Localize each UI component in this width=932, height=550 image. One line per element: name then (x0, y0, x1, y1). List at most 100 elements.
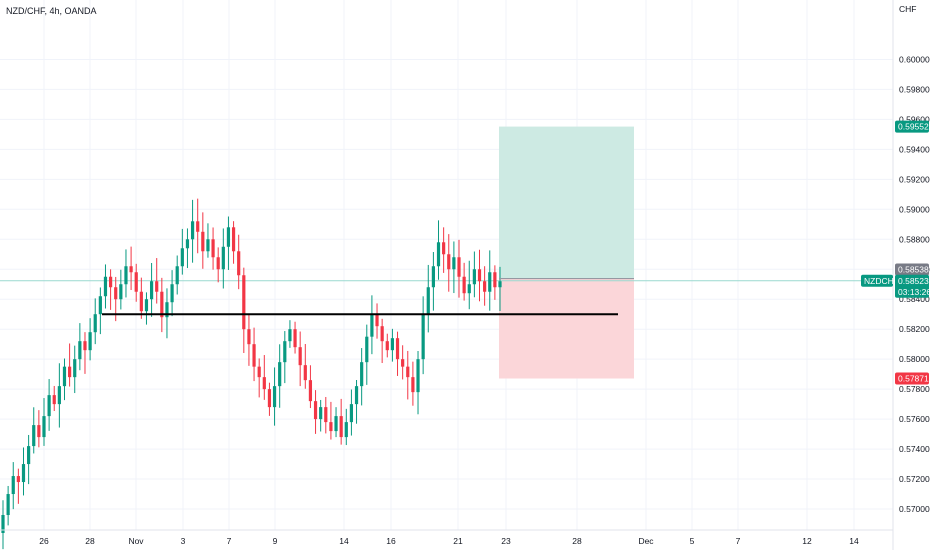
candle-body (93, 314, 97, 333)
candle-body (16, 476, 20, 483)
candle-body (155, 281, 159, 292)
candle-body (452, 257, 456, 270)
x-tick-label: 3 (181, 536, 186, 546)
candle-body (247, 329, 251, 345)
candle-body (103, 276, 108, 297)
candle-body (257, 366, 261, 378)
candle-body (483, 281, 487, 292)
candle-body (339, 416, 343, 438)
candle-body (390, 338, 395, 351)
candle-body (57, 386, 61, 405)
candle-body (472, 269, 476, 285)
candle-body (196, 221, 200, 232)
time-axis[interactable]: 26 28 Nov 3 7 9 14 16 21 23 28 Dec 5 7 12 14 (0, 529, 893, 546)
x-tick-label: 5 (690, 536, 695, 546)
currency-label: CHF (899, 4, 916, 14)
candle-body (175, 266, 179, 285)
candle-body (493, 272, 497, 288)
candle-body (375, 314, 379, 327)
candle-body (344, 422, 348, 438)
candle-body (380, 326, 384, 342)
profit-target-zone[interactable] (499, 126, 634, 279)
candle-body (303, 365, 307, 381)
candle-body (442, 242, 446, 255)
candle-body (488, 272, 492, 292)
x-tick-label: Nov (128, 536, 144, 546)
y-tick-label: 0.57800 (899, 384, 930, 394)
y-tick-label: 0.57600 (899, 414, 930, 424)
stop-price-badge: 0.57871 (898, 373, 929, 383)
candle-body (457, 257, 461, 277)
candle-body (1, 515, 5, 533)
candle-body (467, 284, 471, 294)
candle-body (401, 359, 405, 367)
candle-body (47, 395, 51, 417)
y-tick-label: 0.57400 (899, 444, 930, 454)
y-tick-label: 0.60000 (899, 54, 930, 64)
current-price-badge: 0.58523 (898, 276, 929, 286)
symbol-title: NZD/CHF, 4h, OANDA (6, 6, 97, 16)
y-tick-label: 0.59200 (899, 174, 930, 184)
candle-body (221, 246, 225, 270)
candle-body (124, 266, 128, 285)
candle-body (421, 314, 425, 360)
entry-price-badge: 0.58538 (898, 265, 929, 275)
x-tick-label: 14 (849, 536, 859, 546)
candle-body (32, 425, 36, 447)
x-tick-label: 26 (39, 536, 49, 546)
candle-body (370, 314, 374, 337)
candle-body (267, 389, 272, 408)
candle-body (98, 296, 102, 315)
candle-body (139, 291, 143, 312)
candle-body (395, 338, 400, 360)
candle-body (119, 284, 123, 300)
stop-price-badge-bg (895, 372, 929, 385)
candle-body (462, 276, 466, 294)
y-tick-label: 0.59000 (899, 204, 930, 214)
candle-body (108, 276, 113, 288)
chart-grid (0, 0, 893, 530)
candle-body (88, 332, 92, 351)
x-tick-label: 14 (339, 536, 349, 546)
candle-body (52, 395, 56, 405)
candle-body (160, 291, 164, 318)
candle-body (262, 377, 266, 390)
stop-loss-zone[interactable] (499, 278, 634, 379)
y-tick-label: 0.58000 (899, 354, 930, 364)
current-price-badge-bg (895, 274, 929, 298)
candle-body (27, 446, 31, 465)
candle-body (354, 386, 359, 405)
candle-body (21, 464, 26, 483)
y-tick-label: 0.58400 (899, 294, 930, 304)
candle-body (216, 257, 220, 270)
y-tick-label: 0.59400 (899, 144, 930, 154)
x-tick-label: 7 (227, 536, 232, 546)
candle-body (11, 476, 15, 495)
y-tick-label: 0.59600 (899, 114, 930, 124)
candle-body (237, 251, 241, 276)
symbol-badge: NZDCHF (864, 276, 899, 286)
candle-body (308, 380, 313, 402)
price-axis[interactable]: 0.60000 0.59800 0.59600 0.59400 0.59200 0.590… (892, 0, 930, 550)
candle-body (42, 416, 46, 438)
y-tick-label: 0.57000 (899, 504, 930, 514)
candle-body (288, 329, 292, 342)
y-tick-label: 0.57200 (899, 474, 930, 484)
candle-body (129, 266, 133, 273)
candle-body (134, 272, 138, 292)
candle-body (83, 341, 87, 351)
candle-body (114, 287, 118, 300)
candle-body (283, 341, 287, 363)
candle-body (426, 287, 430, 315)
candle-body (78, 341, 82, 360)
candle-body (272, 386, 277, 408)
candle-body (6, 494, 10, 516)
candle-body (360, 362, 364, 387)
candle-body (190, 221, 195, 240)
candle-body (62, 366, 67, 387)
candle-body (144, 299, 149, 312)
candle-body (226, 227, 231, 247)
x-tick-label: Dec (638, 536, 654, 546)
candle-body (313, 401, 318, 420)
